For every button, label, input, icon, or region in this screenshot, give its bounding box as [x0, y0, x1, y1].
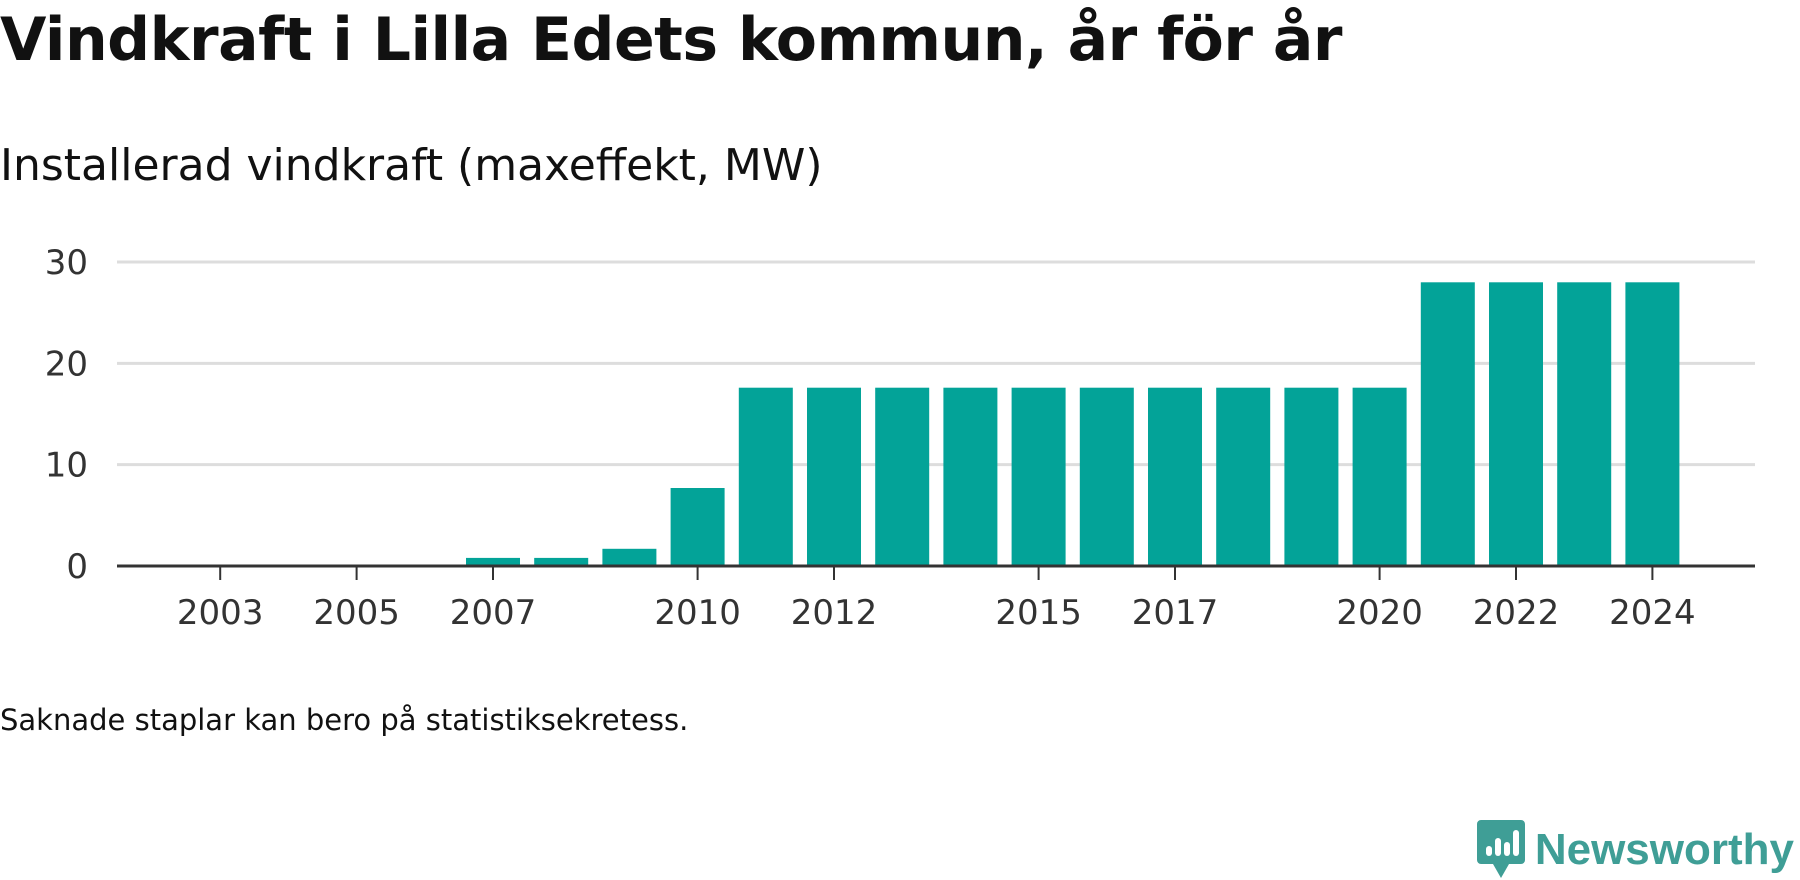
x-tick-label: 2007: [450, 593, 537, 633]
bar-2013: [875, 387, 930, 566]
axes: 0 10 20 30 2003 2005 2007 2010 2012 2015 2017 2020 2…: [45, 243, 1755, 633]
y-tick-label: 0: [66, 547, 88, 587]
x-tick-label: 2024: [1609, 593, 1696, 633]
x-tick-label: 2020: [1336, 593, 1423, 633]
bar-2021: [1420, 282, 1475, 566]
y-tick-label: 30: [45, 243, 88, 283]
x-tick-label: 2015: [995, 593, 1082, 633]
bar-2007: [466, 557, 520, 566]
x-tick-label: 2022: [1473, 593, 1560, 633]
y-tick-label: 20: [45, 344, 88, 384]
bar-chart: 0 10 20 30 2003 2005 2007 2010 2012 2015 2017 2020 2…: [45, 243, 1755, 633]
newsworthy-logo-icon: [1476, 820, 1525, 878]
brand-name: Newsworthy: [1534, 825, 1794, 874]
bar-2008: [534, 557, 589, 566]
bar-2015: [1011, 387, 1066, 566]
chart-title: Vindkraft i Lilla Edets kommun, år för å…: [0, 5, 1342, 75]
x-tick-label: 2012: [791, 593, 878, 633]
x-tick-label: 2005: [313, 593, 400, 633]
gridlines: [117, 260, 1755, 467]
bar-2011: [738, 387, 793, 566]
bar-2014: [943, 387, 998, 566]
bar-2023: [1557, 282, 1612, 566]
bar-2022: [1489, 282, 1543, 566]
bar-2024: [1625, 282, 1680, 566]
bar-2009: [602, 548, 657, 566]
y-tick-label: 10: [45, 446, 88, 486]
footnote: Saknade staplar kan bero på statistiksek…: [0, 703, 689, 737]
bar-2019: [1284, 387, 1339, 566]
bar-2018: [1216, 387, 1271, 566]
x-tick-label: 2003: [177, 593, 264, 633]
bar-2012: [807, 387, 861, 566]
bar-2010: [670, 488, 725, 566]
brand: Newsworthy: [1476, 820, 1794, 880]
x-tick-label: 2010: [654, 593, 741, 633]
chart-subtitle: Installerad vindkraft (maxeffekt, MW): [0, 140, 823, 191]
bar-2016: [1079, 387, 1134, 566]
bar-2017: [1148, 387, 1202, 566]
bars: [466, 282, 1680, 566]
x-tick-label: 2017: [1132, 593, 1219, 633]
bar-2020: [1352, 387, 1407, 566]
